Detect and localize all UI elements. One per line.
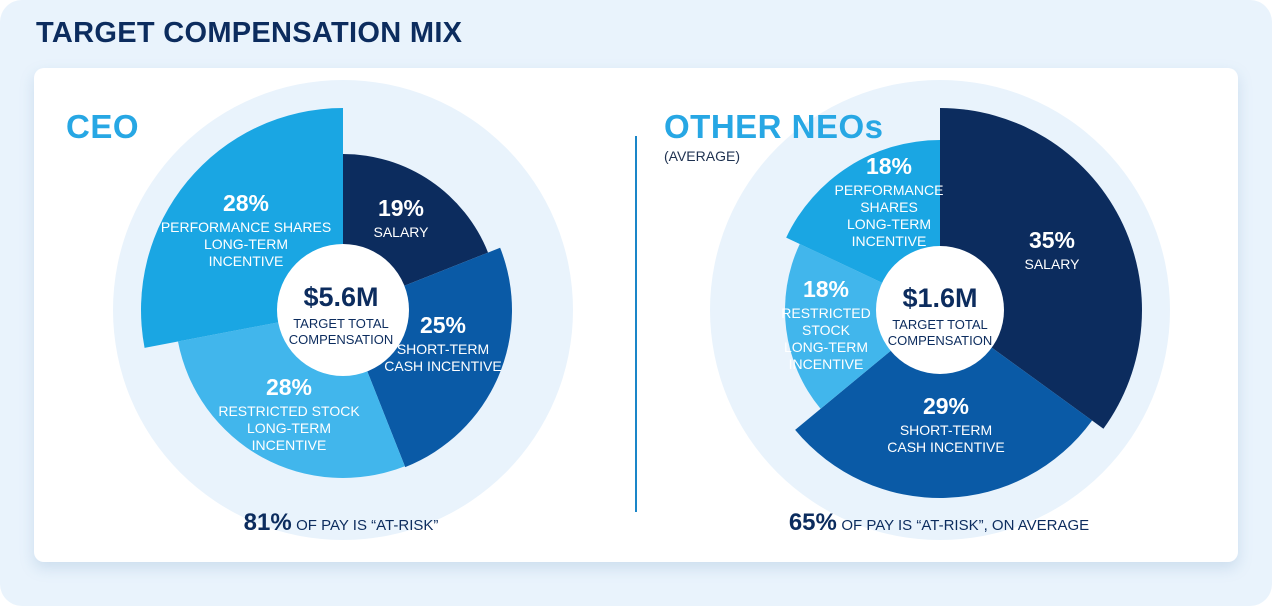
ceo-restricted-line3: INCENTIVE [251, 437, 327, 454]
ceo-at-risk-text: OF PAY IS “AT-RISK” [296, 517, 439, 534]
neo-performance-label: 18% PERFORMANCE SHARES LONG-TERM INCENTI… [835, 152, 944, 250]
neo-at-risk-pct: 65% [788, 509, 837, 536]
ceo-restricted-line1: RESTRICTED STOCK [218, 403, 360, 420]
neo-center-line2: COMPENSATION [887, 332, 993, 348]
ceo-restricted-line2: LONG-TERM [247, 420, 331, 437]
ceo-performance-pct: 28% [222, 190, 270, 216]
neo-restricted-pct: 18% [802, 276, 850, 302]
neo-restricted-line2: STOCK [802, 322, 850, 339]
page-title: TARGET COMPENSATION MIX [36, 17, 463, 49]
ceo-section-title: CEO [66, 108, 140, 145]
ceo-short-term-line1: SHORT-TERM [396, 341, 490, 358]
neo-short-term-line1: SHORT-TERM [899, 422, 993, 439]
ceo-at-risk-footnote: 81% OF PAY IS “AT-RISK” [244, 509, 439, 537]
neo-short-term-line2: CASH INCENTIVE [887, 439, 1005, 456]
ceo-at-risk-pct: 81% [243, 509, 292, 536]
neo-salary-pct: 35% [1028, 227, 1076, 253]
neo-salary-line1: SALARY [1024, 256, 1080, 273]
neo-center-line1: TARGET TOTAL [892, 317, 988, 333]
neo-center-amount: $1.6M [902, 283, 978, 313]
neo-restricted-label: 18% RESTRICTED STOCK LONG-TERM INCENTIVE [781, 275, 870, 373]
ceo-salary-pct: 19% [377, 195, 425, 221]
neo-section-title: OTHER NEOs [664, 108, 884, 145]
neo-restricted-line3: LONG-TERM [783, 339, 868, 356]
ceo-performance-line3: INCENTIVE [208, 253, 284, 270]
neo-performance-line2: SHARES [860, 199, 918, 216]
ceo-salary-line1: SALARY [373, 224, 429, 241]
neo-performance-pct: 18% [865, 153, 913, 179]
ceo-short-term-pct: 25% [419, 312, 467, 338]
neo-short-term-label: 29% SHORT-TERM CASH INCENTIVE [887, 392, 1004, 456]
neo-at-risk-text: OF PAY IS “AT-RISK”, ON AVERAGE [841, 517, 1090, 534]
neo-short-term-pct: 29% [922, 393, 970, 419]
section-divider [635, 136, 637, 512]
neo-slice-restricted [784, 244, 940, 409]
neo-salary-label: 35% SALARY [1025, 226, 1080, 273]
neo-performance-line1: PERFORMANCE [834, 182, 944, 199]
ceo-restricted-pct: 28% [265, 374, 313, 400]
neo-center-total: $1.6M TARGET TOTAL COMPENSATION [888, 282, 993, 349]
neo-restricted-line1: RESTRICTED [781, 305, 871, 322]
ceo-short-term-line2: CASH INCENTIVE [384, 358, 502, 375]
ceo-center-total: $5.6M TARGET TOTAL COMPENSATION [289, 281, 394, 348]
ceo-pie-chart [113, 80, 573, 540]
ceo-center-amount: $5.6M [303, 282, 379, 312]
neo-slice-salary [940, 108, 1142, 429]
ceo-salary-label: 19% SALARY [374, 194, 429, 241]
ceo-center-line2: COMPENSATION [288, 331, 394, 347]
ceo-center-disc [277, 244, 409, 376]
ceo-center-line1: TARGET TOTAL [293, 316, 389, 332]
ceo-restricted-label: 28% RESTRICTED STOCK LONG-TERM INCENTIVE [218, 373, 359, 454]
neo-slice-short-term [795, 310, 1093, 499]
neo-at-risk-footnote: 65% OF PAY IS “AT-RISK”, ON AVERAGE [789, 509, 1089, 537]
ceo-performance-line2: LONG-TERM [203, 236, 288, 253]
ceo-performance-label: 28% PERFORMANCE SHARES LONG-TERM INCENTI… [161, 189, 331, 270]
ceo-short-term-label: 25% SHORT-TERM CASH INCENTIVE [384, 311, 501, 375]
ceo-performance-line1: PERFORMANCE SHARES [160, 219, 332, 236]
neo-center-disc [876, 246, 1004, 374]
neo-performance-line3: LONG-TERM [847, 216, 931, 233]
neo-pie-chart [710, 80, 1170, 540]
neo-section-subtitle: (AVERAGE) [664, 148, 740, 164]
neo-performance-line4: INCENTIVE [851, 233, 927, 250]
neo-restricted-line4: INCENTIVE [788, 356, 864, 373]
